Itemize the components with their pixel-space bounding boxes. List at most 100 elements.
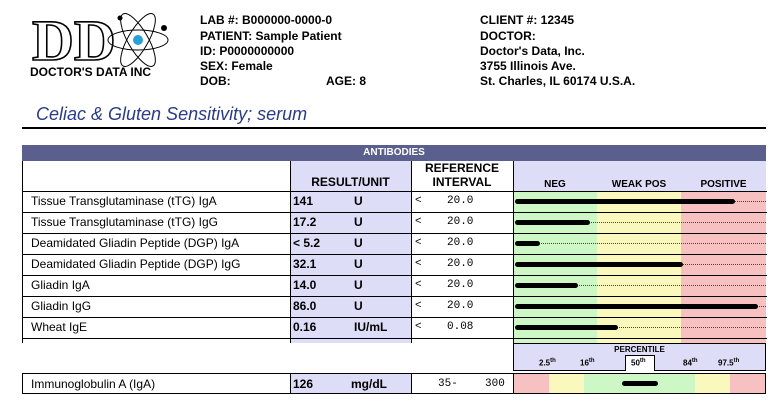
patient-name: PATIENT: Sample Patient (200, 29, 342, 43)
iga-range-low: 35- (438, 378, 458, 390)
result-value: 141 (293, 194, 314, 208)
analyte-name: Wheat IgE (31, 320, 88, 334)
iga-range-high: 300 (485, 378, 505, 390)
iga-zone-above-97-5 (729, 374, 765, 393)
iga-zone-below-2-5 (514, 374, 550, 393)
iga-row: Immunoglobulin A (IgA) 126 mg/dL 35- 300 (22, 373, 766, 394)
percentile-scale: PERCENTILE 2.5th 16th 50th 84th 97.5th (513, 343, 766, 371)
result-bar (515, 262, 683, 267)
result-value: 0.16 (293, 320, 317, 334)
result-unit: U (354, 194, 363, 208)
zone-weak-pos (597, 191, 681, 343)
graph-header-shade (513, 161, 766, 191)
result-bar (515, 220, 590, 225)
divider (411, 374, 412, 393)
tick-97-5: 97.5th (718, 358, 740, 368)
result-bar (515, 199, 735, 204)
reference-value: 20.0 (447, 258, 474, 270)
row-divider (23, 254, 767, 255)
reference-header-1: REFERENCE (424, 161, 499, 175)
patient-age: AGE: 8 (326, 74, 367, 88)
result-unit: IU/mL (354, 320, 388, 334)
title-rule (22, 127, 766, 129)
divider (513, 374, 514, 393)
tick-2-5: 2.5th (539, 358, 556, 368)
result-value: 17.2 (293, 215, 317, 229)
result-unit: U (354, 236, 363, 250)
client-number: CLIENT #: 12345 (480, 13, 575, 27)
reference-value: 20.0 (447, 195, 474, 207)
tick-16: 16th (580, 358, 595, 368)
dotted-guide (513, 243, 766, 244)
reference-operator: < (415, 300, 422, 312)
reference-operator: < (415, 195, 422, 207)
percentile-label: PERCENTILE (614, 345, 665, 354)
iga-result-shade (290, 374, 411, 393)
iga-name: Immunoglobulin A (IgA) (31, 377, 156, 391)
reference-value: 20.0 (447, 300, 474, 312)
reference-operator: < (415, 321, 422, 333)
iga-unit: mg/dL (351, 377, 387, 391)
result-value: 86.0 (293, 299, 317, 313)
result-value: 32.1 (293, 257, 317, 271)
doctors-data-logo: DD DOCTOR'S DATA INC (28, 7, 178, 80)
reference-operator: < (415, 279, 422, 291)
tick-50: 50th (631, 358, 646, 368)
patient-sex: SEX: Female (200, 59, 273, 73)
svg-text:DD: DD (32, 10, 116, 73)
reference-value: 0.08 (447, 321, 474, 333)
antibodies-table: RESULT/UNIT REFERENCE INTERVAL NEG WEAK … (22, 161, 767, 343)
row-divider (23, 233, 767, 234)
patient-dob: DOB: (200, 74, 231, 88)
iga-percentile-bar-area (514, 374, 765, 393)
row-divider (23, 191, 767, 192)
row-divider (23, 317, 767, 318)
result-unit: U (354, 257, 363, 271)
reference-value: 20.0 (447, 216, 474, 228)
result-bar (515, 241, 540, 246)
lab-address-street: 3755 Illinois Ave. (480, 59, 576, 73)
analyte-name: Tissue Transglutaminase (tTG) IgA (31, 194, 217, 208)
result-value: < 5.2 (293, 236, 321, 250)
dotted-guide (513, 222, 766, 223)
dotted-guide (513, 327, 766, 328)
lab-number: LAB #: B000000-0000-0 (200, 13, 333, 27)
reference-operator: < (415, 237, 422, 249)
result-unit: U (354, 299, 363, 313)
tick-50-box (625, 355, 655, 371)
positive-header: POSITIVE (700, 179, 747, 190)
report-title: Celiac & Gluten Sensitivity; serum (36, 104, 308, 124)
reference-operator: < (415, 216, 422, 228)
patient-id: ID: P0000000000 (200, 44, 295, 58)
analyte-name: Deamidated Gliadin Peptide (DGP) IgG (31, 257, 241, 271)
analyte-name: Gliadin IgA (31, 278, 90, 292)
divider (513, 161, 514, 343)
result-unit: U (354, 278, 363, 292)
analyte-name: Tissue Transglutaminase (tTG) IgG (31, 215, 218, 229)
analyte-name: Gliadin IgG (31, 299, 92, 313)
lab-address-name: Doctor's Data, Inc. (480, 44, 585, 58)
zone-neg (513, 191, 597, 343)
result-bar (515, 325, 618, 330)
neg-header: NEG (544, 179, 566, 190)
doctor-label: DOCTOR: (480, 29, 536, 43)
row-divider (23, 212, 767, 213)
reference-header-2: INTERVAL (432, 175, 492, 189)
result-unit-header: RESULT/UNIT (311, 175, 390, 189)
iga-result-bar (622, 381, 658, 386)
result-bar (515, 283, 578, 288)
iga-zone-84-to-97-5 (694, 374, 730, 393)
result-bar (515, 304, 758, 309)
weak-pos-header: WEAK POS (611, 179, 667, 190)
lab-address-city: St. Charles, IL 60174 U.S.A. (480, 74, 636, 88)
analyte-name: Deamidated Gliadin Peptide (DGP) IgA (31, 236, 240, 250)
iga-zone-2-5-to-16 (549, 374, 585, 393)
row-divider (23, 338, 767, 339)
zone-positive (681, 191, 766, 343)
divider (290, 161, 291, 343)
divider (411, 161, 412, 343)
reference-value: 20.0 (447, 237, 474, 249)
divider (290, 374, 291, 393)
section-band-antibodies: ANTIBODIES (22, 145, 766, 161)
result-unit: U (354, 215, 363, 229)
